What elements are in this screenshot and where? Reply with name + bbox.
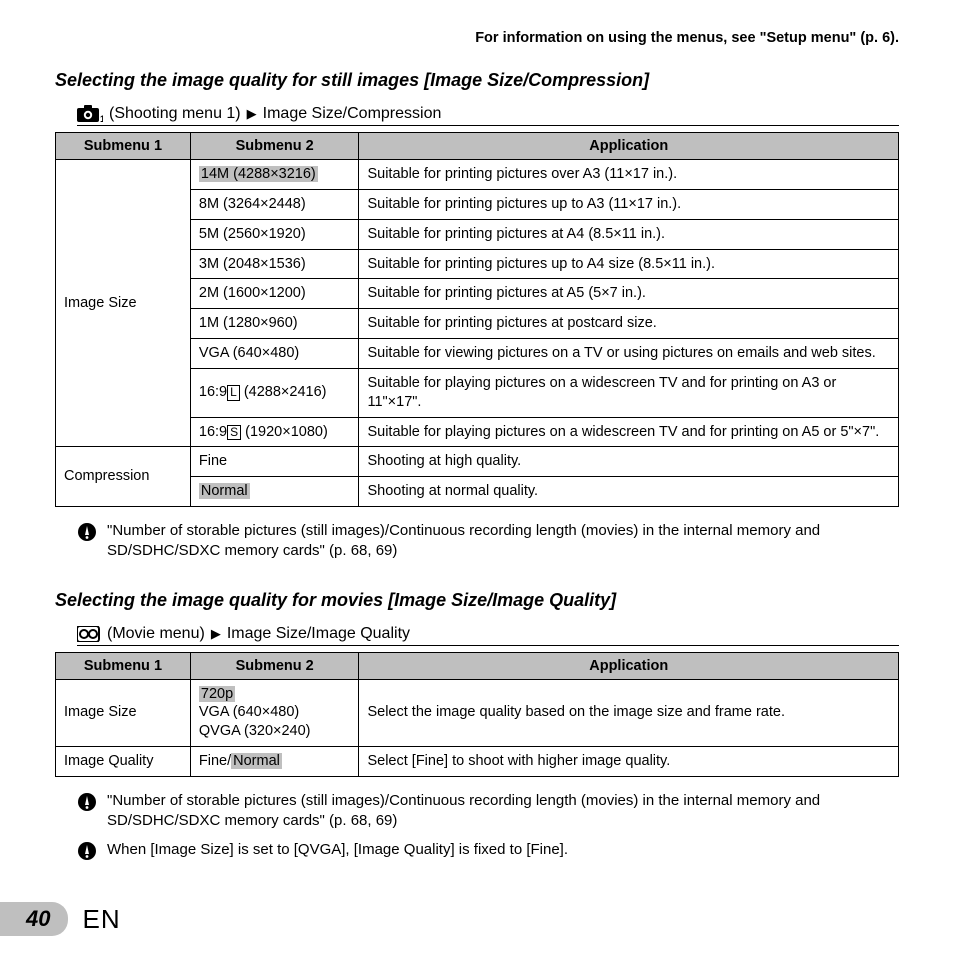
- section1-title: Selecting the image quality for still im…: [55, 70, 899, 91]
- section2-note1: "Number of storable pictures (still imag…: [77, 791, 899, 832]
- section2-title: Selecting the image quality for movies […: [55, 590, 899, 611]
- caution-icon: [77, 522, 97, 542]
- breadcrumb-suffix: Image Size/Image Quality: [227, 625, 410, 643]
- submenu2-cell: 16:9L (4288×2416): [190, 368, 359, 417]
- triangle-icon: ▶: [247, 106, 257, 122]
- note-text: "Number of storable pictures (still imag…: [107, 521, 899, 562]
- submenu2-cell: 3M (2048×1536): [190, 249, 359, 279]
- page-language: EN: [82, 904, 120, 935]
- breadcrumb-prefix: (Shooting menu 1): [109, 105, 241, 123]
- section2-table: Submenu 1 Submenu 2 Application Image Si…: [55, 652, 899, 777]
- submenu1-cell: Image Size: [56, 160, 191, 447]
- triangle-icon: ▶: [211, 626, 221, 642]
- submenu2-cell: Fine/Normal: [190, 747, 359, 777]
- page-footer: 40 EN: [0, 902, 121, 936]
- th-submenu2: Submenu 2: [190, 652, 359, 679]
- submenu1-cell: Image Size: [56, 679, 191, 747]
- section2-note2: When [Image Size] is set to [QVGA], [Ima…: [77, 840, 899, 861]
- th-submenu2: Submenu 2: [190, 133, 359, 160]
- caution-icon: [77, 792, 97, 812]
- caution-icon: [77, 841, 97, 861]
- submenu2-cell: 2M (1600×1200): [190, 279, 359, 309]
- table-row: Image Size720pVGA (640×480)QVGA (320×240…: [56, 679, 899, 747]
- submenu2-cell: 720pVGA (640×480)QVGA (320×240): [190, 679, 359, 747]
- application-cell: Shooting at normal quality.: [359, 477, 899, 507]
- application-cell: Suitable for printing pictures at A5 (5×…: [359, 279, 899, 309]
- submenu2-cell: 5M (2560×1920): [190, 219, 359, 249]
- application-cell: Suitable for playing pictures on a wides…: [359, 368, 899, 417]
- application-cell: Suitable for printing pictures up to A3 …: [359, 189, 899, 219]
- breadcrumb-suffix: Image Size/Compression: [263, 105, 442, 123]
- submenu2-cell: Normal: [190, 477, 359, 507]
- submenu2-cell: VGA (640×480): [190, 339, 359, 369]
- application-cell: Suitable for printing pictures at postca…: [359, 309, 899, 339]
- th-application: Application: [359, 652, 899, 679]
- page-number: 40: [0, 902, 68, 936]
- application-cell: Select [Fine] to shoot with higher image…: [359, 747, 899, 777]
- th-application: Application: [359, 133, 899, 160]
- submenu1-cell: Compression: [56, 447, 191, 507]
- application-cell: Suitable for playing pictures on a wides…: [359, 417, 899, 447]
- section1-breadcrumb: 1 (Shooting menu 1) ▶ Image Size/Compres…: [77, 105, 899, 126]
- application-cell: Select the image quality based on the im…: [359, 679, 899, 747]
- application-cell: Suitable for printing pictures over A3 (…: [359, 160, 899, 190]
- breadcrumb-prefix: (Movie menu): [107, 625, 205, 643]
- section1-note: "Number of storable pictures (still imag…: [77, 521, 899, 562]
- submenu2-cell: 16:9S (1920×1080): [190, 417, 359, 447]
- note-text: "Number of storable pictures (still imag…: [107, 791, 899, 832]
- note-text: When [Image Size] is set to [QVGA], [Ima…: [107, 840, 568, 860]
- submenu2-cell: 1M (1280×960): [190, 309, 359, 339]
- section1-table: Submenu 1 Submenu 2 Application Image Si…: [55, 132, 899, 507]
- submenu2-cell: 8M (3264×2448): [190, 189, 359, 219]
- table-row: Image QualityFine/NormalSelect [Fine] to…: [56, 747, 899, 777]
- svg-text:1: 1: [100, 114, 103, 123]
- camera-icon: 1: [77, 105, 103, 123]
- top-reference: For information on using the menus, see …: [55, 30, 899, 46]
- application-cell: Suitable for printing pictures at A4 (8.…: [359, 219, 899, 249]
- th-submenu1: Submenu 1: [56, 133, 191, 160]
- application-cell: Shooting at high quality.: [359, 447, 899, 477]
- submenu1-cell: Image Quality: [56, 747, 191, 777]
- section2-breadcrumb: (Movie menu) ▶ Image Size/Image Quality: [77, 625, 899, 646]
- th-submenu1: Submenu 1: [56, 652, 191, 679]
- table-row: Image Size14M (4288×3216)Suitable for pr…: [56, 160, 899, 190]
- movie-icon: [77, 626, 101, 642]
- table-row: CompressionFineShooting at high quality.: [56, 447, 899, 477]
- application-cell: Suitable for viewing pictures on a TV or…: [359, 339, 899, 369]
- submenu2-cell: Fine: [190, 447, 359, 477]
- submenu2-cell: 14M (4288×3216): [190, 160, 359, 190]
- application-cell: Suitable for printing pictures up to A4 …: [359, 249, 899, 279]
